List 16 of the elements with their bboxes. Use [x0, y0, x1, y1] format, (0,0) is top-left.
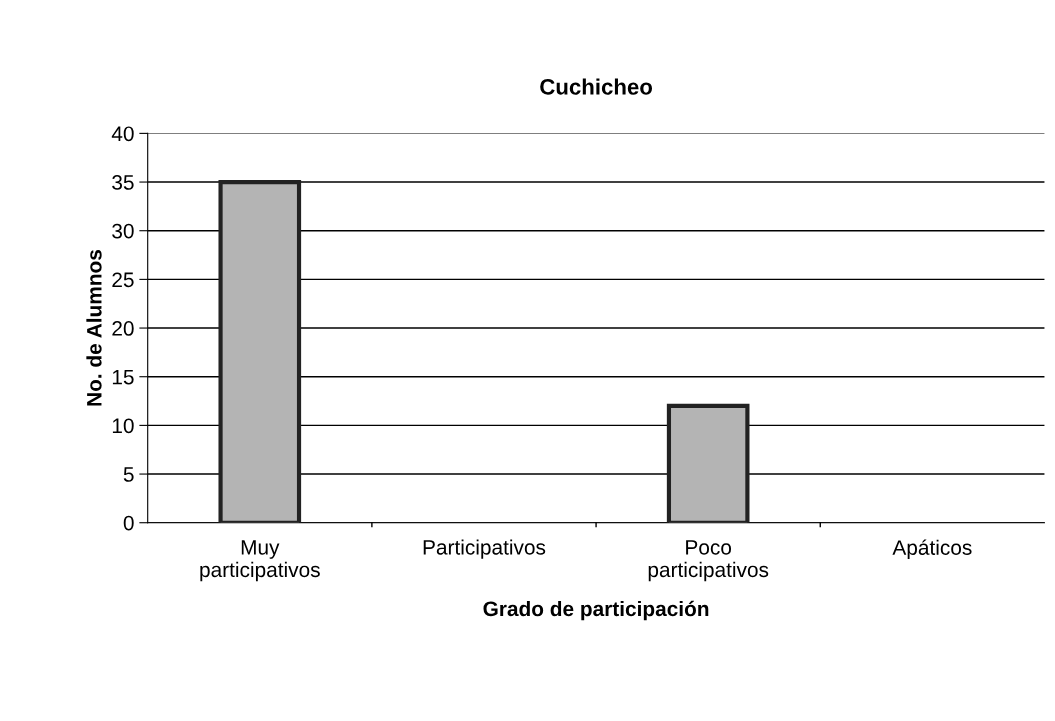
- x-axis-title: Grado de participación: [483, 600, 709, 621]
- y-tick-label: 0: [123, 515, 134, 531]
- y-tick-label: 30: [112, 223, 134, 239]
- y-tick-label: 25: [112, 272, 134, 288]
- y-tick-label: 5: [123, 467, 134, 482]
- y-tick-label: 10: [112, 418, 134, 434]
- x-tick-label: Poco participativos: [648, 540, 769, 582]
- x-tick-label: Participativos: [423, 539, 546, 559]
- x-tick-label: Apáticos: [892, 539, 972, 560]
- chart-title: Cuchicheo: [540, 78, 653, 95]
- y-tick-label: 20: [112, 321, 134, 336]
- y-tick-label: 35: [112, 175, 134, 190]
- x-tick-label: Muy participativos: [200, 540, 320, 582]
- y-tick-label: 15: [112, 369, 134, 385]
- y-axis-title: No. de Alumnos: [86, 250, 102, 406]
- y-tick-label: 40: [111, 126, 134, 142]
